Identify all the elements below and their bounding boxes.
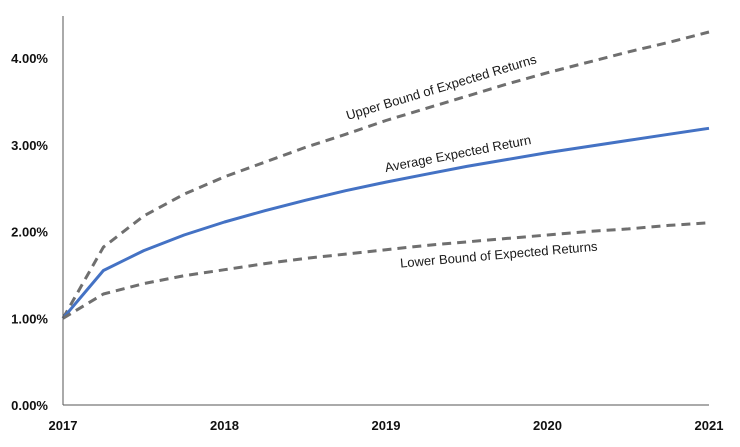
lower-bound-line [62, 221, 710, 320]
x-tick-label: 2018 [210, 418, 239, 433]
y-tick-label: 1.00% [11, 311, 48, 326]
x-tick-label: 2019 [372, 418, 401, 433]
y-tick-label: 3.00% [11, 138, 48, 153]
average-line [61, 126, 710, 320]
x-tick-label: 2017 [49, 418, 78, 433]
y-tick-label: 4.00% [11, 51, 48, 66]
series-layer [61, 30, 710, 320]
lower-bound-annotation: Lower Bound of Expected Returns [399, 239, 598, 271]
y-tick-label: 0.00% [11, 398, 48, 413]
label-layer: 0.00% 1.00% 2.00% 3.00% 4.00% 2017 2018 2019 202… [11, 51, 723, 433]
axis-layer [62, 16, 709, 406]
upper-bound-line [61, 30, 710, 320]
x-tick-label: 2021 [695, 418, 724, 433]
upper-bound-annotation: Upper Bound of Expected Returns [344, 51, 538, 123]
x-tick-label: 2020 [533, 418, 562, 433]
y-tick-label: 2.00% [11, 225, 48, 240]
